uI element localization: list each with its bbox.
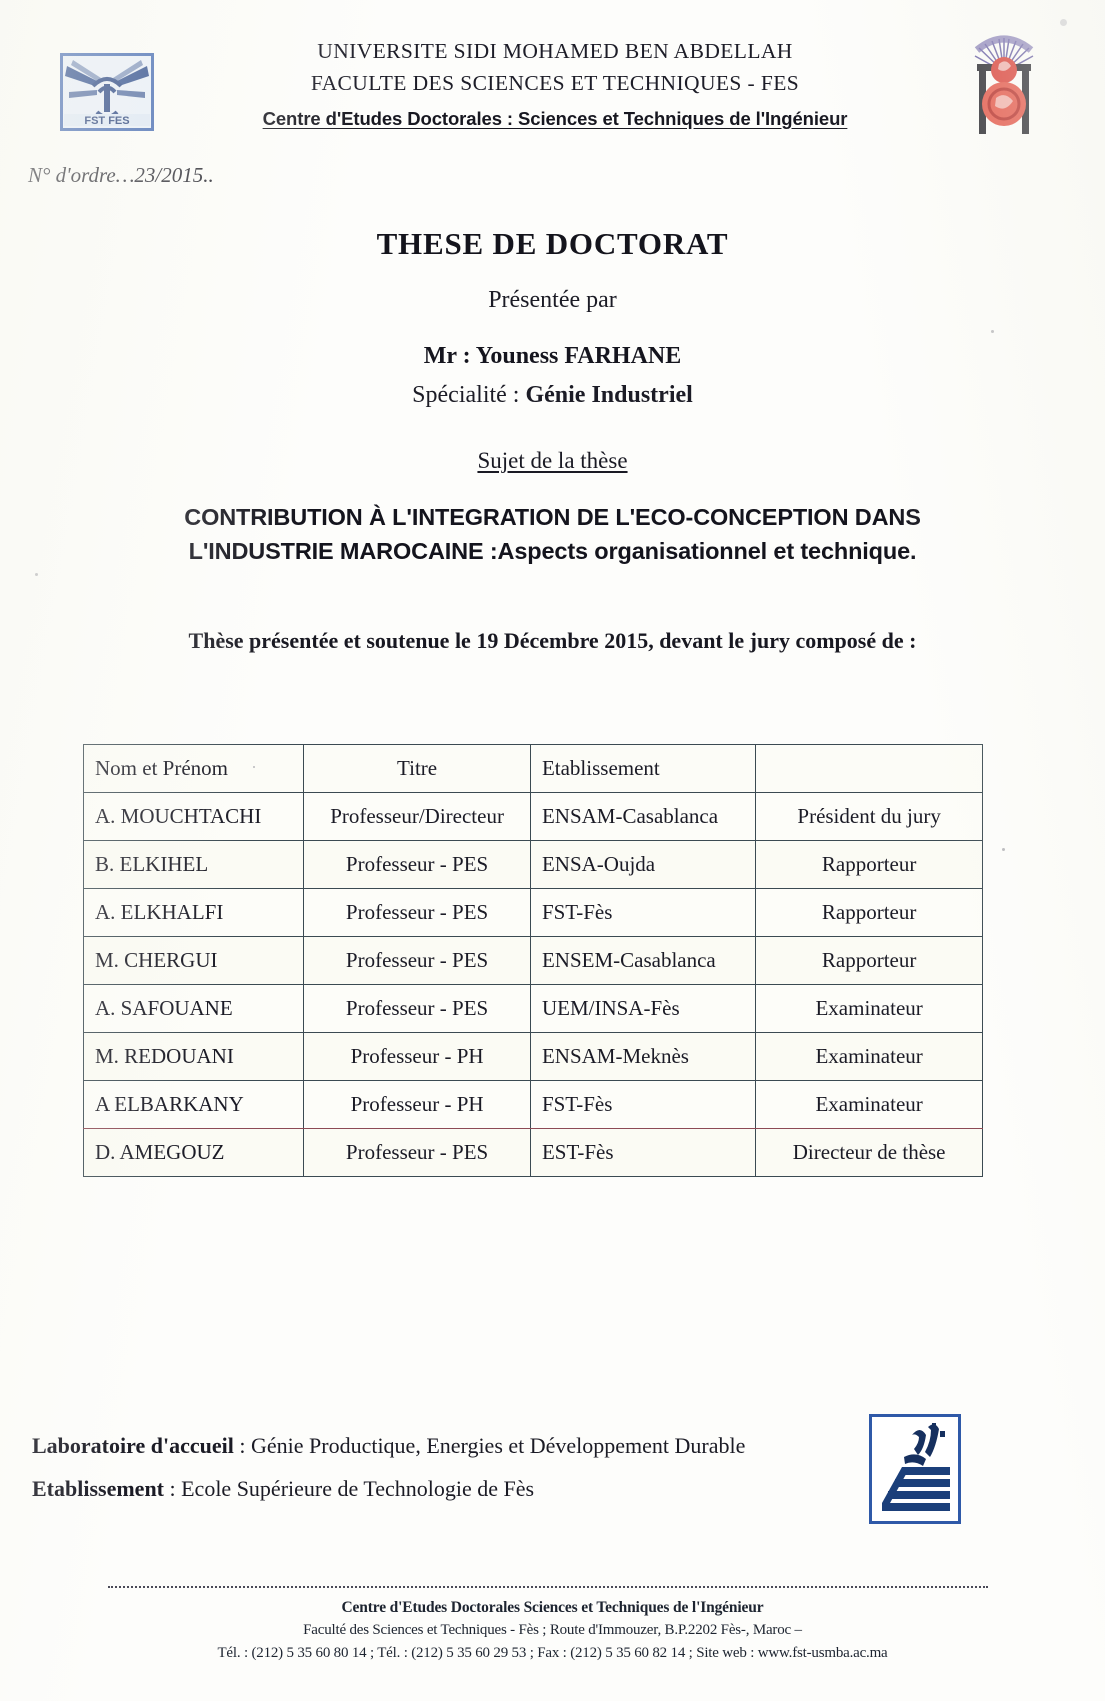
footer-address: Faculté des Sciences et Techniques - Fès… — [303, 1622, 802, 1639]
document-header: FST FES UNIVERSITE SIDI MOHAMED BEN ABDE… — [0, 28, 1105, 148]
column-header-establishment: Etablissement — [529, 744, 757, 793]
cell-role: Rapporteur — [755, 888, 983, 937]
subject-label: Sujet de la thèse — [477, 448, 628, 473]
cell-establishment: EST-Fès — [529, 1128, 757, 1177]
est-fes-logo — [869, 1414, 961, 1524]
university-name: UNIVERSITE SIDI MOHAMED BEN ABDELLAH — [317, 39, 793, 63]
defense-date-line: Thèse présentée et soutenue le 19 Décemb… — [188, 628, 917, 653]
svg-text:FST FES: FST FES — [84, 115, 129, 127]
document-footer: Centre d'Etudes Doctorales Sciences et T… — [0, 1596, 1105, 1664]
cell-title: Professeur/Directeur — [303, 792, 531, 841]
cell-establishment: ENSAM-Meknès — [529, 1032, 757, 1081]
footer-contact: Tél. : (212) 5 35 60 80 14 ; Tél. : (212… — [217, 1644, 888, 1661]
usmba-university-seal-logo — [965, 26, 1043, 142]
page-title: THESE DE DOCTORAT — [376, 226, 729, 261]
table-row: D. AMEGOUZ Professeur - PES EST-Fès Dire… — [82, 1128, 983, 1177]
specialty-label: Spécialité : — [412, 382, 526, 408]
scan-speck — [991, 330, 994, 333]
institution-value: : Ecole Supérieure de Technologie de Fès — [164, 1475, 535, 1501]
footer-center-name: Centre d'Etudes Doctorales Sciences et T… — [341, 1599, 764, 1616]
host-lab-value: : Génie Productique, Energies et Dévelop… — [233, 1433, 746, 1458]
table-row: A ELBARKANY Professeur - PH FST-Fès Exam… — [82, 1080, 983, 1129]
table-row: A. SAFOUANE Professeur - PES UEM/INSA-Fè… — [82, 984, 983, 1033]
institution-label: Etablissement — [32, 1475, 164, 1501]
scan-speck — [1060, 19, 1067, 26]
host-lab-line: Laboratoire d'accueil : Génie Productiqu… — [32, 1425, 862, 1468]
table-row: B. ELKIHEL Professeur - PES ENSA-Oujda R… — [82, 840, 983, 889]
cell-name: A. MOUCHTACHI — [82, 792, 305, 841]
cell-role: Directeur de thèse — [755, 1128, 983, 1177]
footer-divider — [108, 1586, 988, 1588]
header-titles: UNIVERSITE SIDI MOHAMED BEN ABDELLAH FAC… — [175, 36, 935, 130]
scan-speck — [1002, 848, 1005, 851]
cell-title: Professeur - PES — [303, 1128, 531, 1177]
cell-establishment: ENSAM-Casablanca — [529, 792, 757, 841]
cell-establishment: ENSA-Oujda — [529, 840, 757, 889]
cell-establishment: FST-Fès — [529, 1080, 757, 1129]
jury-table: Nom et Prénom Titre Etablissement A. MOU… — [82, 744, 983, 1177]
cell-name: B. ELKIHEL — [82, 840, 305, 889]
fst-fes-logo: FST FES — [59, 52, 155, 132]
specialty-value: Génie Industriel — [525, 382, 693, 408]
thesis-subject: CONTRIBUTION À L'INTEGRATION DE L'ECO-CO… — [184, 504, 921, 565]
cell-establishment: ENSEM-Casablanca — [529, 936, 757, 985]
table-header-row: Nom et Prénom Titre Etablissement — [82, 744, 983, 793]
cell-title: Professeur - PES — [303, 840, 531, 889]
cell-title: Professeur - PH — [303, 1032, 531, 1081]
table-row: M. CHERGUI Professeur - PES ENSEM-Casabl… — [82, 936, 983, 985]
specialty-line: Spécialité : Génie Industriel — [0, 382, 1105, 409]
cell-name: M. REDOUANI — [82, 1032, 305, 1081]
cell-role: Examinateur — [755, 984, 983, 1033]
scan-speck — [35, 573, 38, 576]
column-header-role — [755, 744, 983, 793]
presented-by-label: Présentée par — [488, 287, 617, 313]
cell-title: Professeur - PH — [303, 1080, 531, 1129]
author-name: Mr : Youness FARHANE — [423, 343, 682, 369]
doctoral-center-name: Centre d'Etudes Doctorales : Sciences et… — [262, 107, 848, 129]
column-header-title: Titre — [303, 744, 531, 793]
institution-line: Etablissement : Ecole Supérieure de Tech… — [32, 1468, 862, 1511]
cell-role: Rapporteur — [755, 936, 983, 985]
cell-title: Professeur - PES — [303, 936, 531, 985]
cell-name: A. ELKHALFI — [82, 888, 305, 937]
host-lab-label: Laboratoire d'accueil — [32, 1433, 234, 1458]
cell-title: Professeur - PES — [303, 888, 531, 937]
host-lab-block: Laboratoire d'accueil : Génie Productiqu… — [32, 1425, 862, 1511]
table-row: M. REDOUANI Professeur - PH ENSAM-Meknès… — [82, 1032, 983, 1081]
cell-role: Président du jury — [755, 792, 983, 841]
cell-establishment: UEM/INSA-Fès — [529, 984, 757, 1033]
table-row: A. MOUCHTACHI Professeur/Directeur ENSAM… — [82, 792, 983, 841]
cell-role: Examinateur — [755, 1080, 983, 1129]
cell-name: D. AMEGOUZ — [82, 1128, 305, 1177]
cell-establishment: FST-Fès — [529, 888, 757, 937]
scan-speck — [253, 766, 255, 768]
table-row: A. ELKHALFI Professeur - PES FST-Fès Rap… — [82, 888, 983, 937]
cell-role: Rapporteur — [755, 840, 983, 889]
cell-title: Professeur - PES — [303, 984, 531, 1033]
cell-name: M. CHERGUI — [82, 936, 305, 985]
column-header-name: Nom et Prénom — [82, 744, 305, 793]
cell-name: A ELBARKANY — [82, 1080, 305, 1129]
cell-role: Examinateur — [755, 1032, 983, 1081]
cell-name: A. SAFOUANE — [82, 984, 305, 1033]
order-number: N° d'ordre…23/2015.. — [28, 163, 214, 187]
faculty-name: FACULTE DES SCIENCES ET TECHNIQUES - FES — [310, 70, 800, 95]
